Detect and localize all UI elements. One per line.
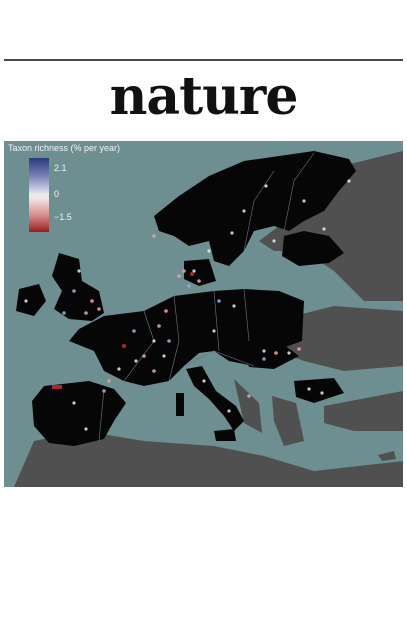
site-marker	[164, 309, 168, 313]
site-marker	[202, 379, 206, 383]
site-marker	[247, 394, 251, 398]
great-britain	[52, 253, 104, 321]
border-spain-portugal	[98, 388, 105, 442]
site-marker	[157, 324, 161, 328]
header-rule	[4, 59, 403, 61]
baltics	[282, 231, 344, 266]
site-marker	[212, 329, 216, 333]
ireland	[16, 284, 46, 316]
site-marker	[242, 209, 246, 213]
scandinavia	[154, 151, 356, 266]
site-marker	[117, 367, 121, 371]
site-marker	[152, 339, 156, 343]
site-marker	[347, 179, 351, 183]
site-marker	[187, 284, 191, 288]
site-marker	[302, 199, 306, 203]
site-marker	[192, 269, 196, 273]
border-sweden-finland	[283, 152, 315, 232]
site-marker	[24, 299, 28, 303]
legend-tick-max: 2.1	[54, 163, 67, 173]
cyprus	[378, 451, 396, 461]
site-marker	[320, 391, 324, 395]
site-marker	[122, 344, 126, 348]
site-marker	[182, 269, 186, 273]
site-marker	[227, 409, 231, 413]
sardinia	[176, 393, 184, 416]
site-markers-neutral	[24, 179, 351, 431]
site-marker	[207, 249, 211, 253]
site-marker	[152, 369, 156, 373]
site-marker	[230, 231, 234, 235]
site-marker	[90, 299, 94, 303]
russia-region	[259, 151, 403, 301]
site-marker	[190, 272, 194, 276]
study-land	[16, 151, 356, 446]
border-alps	[183, 350, 255, 367]
iberia	[32, 381, 126, 446]
legend-color-scale	[29, 158, 49, 232]
site-marker	[162, 354, 166, 358]
bulgaria	[294, 378, 344, 403]
border-sweden-norway	[243, 170, 275, 252]
central-europe	[69, 289, 304, 386]
site-markers-decrease	[84, 234, 301, 398]
denmark	[184, 259, 216, 286]
journal-logo: nature	[109, 66, 299, 127]
north-africa	[14, 431, 403, 487]
site-marker	[272, 239, 276, 243]
site-marker	[84, 311, 88, 315]
site-marker	[84, 427, 88, 431]
greece-region	[272, 396, 304, 446]
map-canvas	[4, 141, 403, 487]
legend: Taxon richness (% per year) 2.1 0 −1.5	[4, 141, 174, 241]
site-marker	[62, 311, 66, 315]
sicily	[214, 429, 236, 441]
site-marker	[264, 184, 268, 188]
site-marker	[177, 274, 181, 278]
hungary-romania	[242, 341, 299, 369]
europe-map: Taxon richness (% per year) 2.1 0 −1.5	[4, 141, 403, 487]
legend-title: Taxon richness (% per year)	[8, 143, 121, 153]
site-marker	[307, 387, 311, 391]
site-marker	[142, 354, 146, 358]
site-marker	[262, 349, 266, 353]
site-marker	[232, 304, 236, 308]
site-marker	[134, 359, 138, 363]
site-markers-strong-decrease	[52, 272, 194, 389]
site-marker	[197, 279, 201, 283]
site-marker	[152, 234, 156, 238]
border-poland-west	[213, 290, 220, 352]
legend-tick-min: −1.5	[54, 212, 72, 222]
site-marker	[322, 227, 326, 231]
border-germany-south	[168, 295, 180, 382]
site-marker	[297, 347, 301, 351]
site-marker	[262, 357, 266, 361]
site-marker	[77, 269, 81, 273]
site-marker	[274, 351, 278, 355]
site-marker	[72, 289, 76, 293]
site-marker	[52, 385, 62, 389]
site-marker	[72, 401, 76, 405]
site-marker	[97, 307, 101, 311]
turkey-region	[324, 391, 403, 431]
italy	[186, 366, 244, 431]
site-marker	[107, 379, 111, 383]
legend-tick-mid: 0	[54, 189, 60, 199]
site-marker	[132, 329, 136, 333]
site-marker	[217, 299, 221, 303]
border-poland-east	[243, 288, 250, 342]
site-marker	[167, 339, 171, 343]
site-marker	[102, 389, 106, 393]
site-marker	[287, 351, 291, 355]
site-markers-increase	[62, 284, 266, 393]
balkans-west	[234, 379, 262, 433]
